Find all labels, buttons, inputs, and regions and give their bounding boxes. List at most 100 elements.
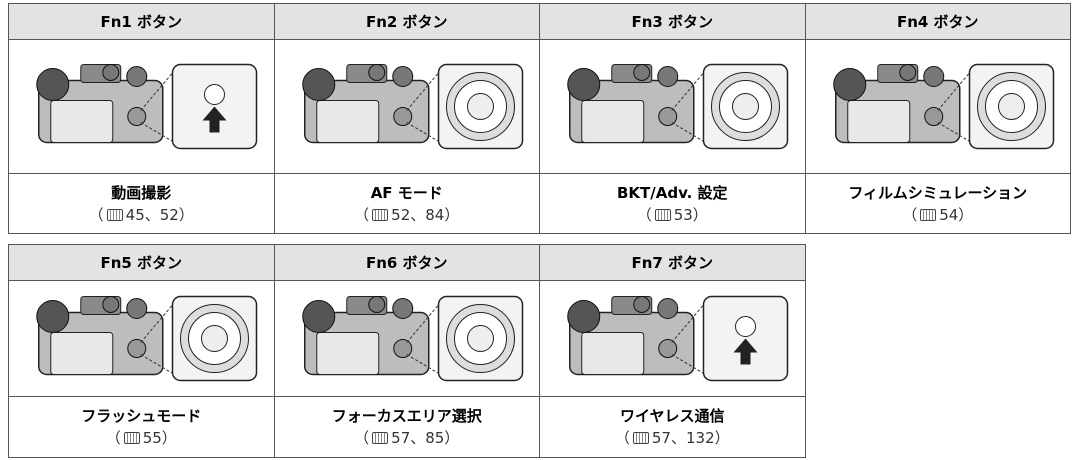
illustration-part <box>140 122 175 143</box>
illustration-part <box>405 302 441 343</box>
page-reference: （ 54） <box>902 204 973 226</box>
illustration-part <box>391 66 413 87</box>
illustration-part <box>204 84 225 105</box>
illustration-part <box>657 298 679 319</box>
paren-close: ） <box>444 429 460 447</box>
paren-open: （ <box>902 205 918 224</box>
cell-image <box>539 280 806 397</box>
page-reference: （ 57、85） <box>354 427 459 449</box>
page-reference: （ 53） <box>637 204 708 226</box>
function-name: ワイヤレス通信 <box>619 407 725 425</box>
cell-image <box>8 39 275 174</box>
illustration-part <box>405 122 441 143</box>
illustration-part <box>581 332 645 375</box>
illustration-part <box>922 66 944 87</box>
illustration-part <box>735 316 756 337</box>
illustration-part <box>658 339 678 358</box>
camera-illustration <box>567 295 789 382</box>
illustration-part <box>391 298 413 319</box>
illustration-part <box>405 70 441 111</box>
book-icon <box>372 208 389 221</box>
illustration-part <box>658 107 678 126</box>
cell-header: Fn6 ボタン <box>273 244 540 281</box>
camera-illustration <box>301 63 523 150</box>
paren-close: ） <box>161 429 177 447</box>
illustration-part <box>923 107 943 126</box>
page-numbers: 53 <box>673 205 693 224</box>
cell-label: 動画撮影 （ 45、52） <box>8 173 275 234</box>
page-reference: （ 52、84） <box>354 204 459 226</box>
illustration-part <box>936 70 972 111</box>
illustration-part <box>671 302 706 343</box>
illustration-part <box>997 93 1025 120</box>
page-numbers: 57、85 <box>391 429 445 447</box>
illustration-part <box>127 107 147 126</box>
illustration-part <box>140 302 175 343</box>
illustration-part <box>367 64 385 81</box>
illustration-part <box>315 332 379 375</box>
illustration-part <box>466 325 494 352</box>
illustration-part <box>36 300 70 333</box>
paren-close: ） <box>714 429 730 447</box>
paren-close: ） <box>444 205 460 224</box>
illustration-part <box>126 66 148 87</box>
paren-open: （ <box>88 205 104 224</box>
illustration-part <box>102 296 120 313</box>
paren-open: （ <box>354 429 370 447</box>
page-numbers: 45、52 <box>125 205 179 224</box>
cell-header: Fn7 ボタン <box>539 244 806 281</box>
paren-open: （ <box>614 429 630 447</box>
illustration-part <box>832 68 866 101</box>
cell-header: Fn5 ボタン <box>8 244 275 281</box>
illustration-part <box>671 354 706 375</box>
page-numbers: 54 <box>939 205 959 224</box>
illustration-part <box>671 70 706 111</box>
illustration-part <box>392 339 412 358</box>
cell-label: AF モード （ 52、84） <box>273 173 540 234</box>
paren-close: ） <box>178 205 194 224</box>
illustration-part <box>657 66 679 87</box>
book-icon <box>654 208 671 221</box>
function-name: フラッシュモード <box>81 407 202 425</box>
camera-illustration <box>832 63 1054 150</box>
illustration-part <box>126 298 148 319</box>
illustration-part <box>50 332 114 375</box>
cell-header: Fn4 ボタン <box>804 3 1071 40</box>
cell-label: フィルムシミュレーション （ 54） <box>804 173 1071 234</box>
illustration-part <box>633 64 651 81</box>
paren-open: （ <box>636 205 652 224</box>
illustration-part <box>567 68 601 101</box>
function-name: AF モード <box>370 183 443 202</box>
page-numbers: 55 <box>142 429 162 447</box>
illustration-part <box>102 64 120 81</box>
cell-header: Fn2 ボタン <box>273 3 540 40</box>
illustration-part <box>732 93 759 120</box>
cell-image <box>804 39 1071 174</box>
page-reference: （ 45、52） <box>89 204 194 226</box>
cell-label: ワイヤレス通信 （ 57、132） <box>539 396 806 458</box>
illustration-part <box>367 296 385 313</box>
illustration-part <box>466 93 494 120</box>
paren-close: ） <box>958 205 974 224</box>
paren-open: （ <box>354 205 370 224</box>
illustration-part <box>936 122 972 143</box>
illustration-part <box>140 70 175 111</box>
cell-label: フラッシュモード （ 55） <box>8 396 275 458</box>
illustration-part <box>898 64 916 81</box>
camera-illustration <box>567 63 789 150</box>
illustration-part <box>301 300 335 333</box>
book-icon <box>372 432 389 444</box>
paren-close: ） <box>692 205 708 224</box>
cell-label: フォーカスエリア選択 （ 57、85） <box>273 396 540 458</box>
book-icon <box>920 208 937 221</box>
cell-image <box>8 280 275 397</box>
illustration-part <box>633 296 651 313</box>
function-name: フォーカスエリア選択 <box>331 407 482 425</box>
book-icon <box>106 208 123 221</box>
page-reference: （ 55） <box>106 427 177 449</box>
illustration-part <box>581 100 645 143</box>
illustration-part <box>202 106 227 133</box>
book-icon <box>123 432 140 444</box>
camera-illustration <box>36 295 258 382</box>
